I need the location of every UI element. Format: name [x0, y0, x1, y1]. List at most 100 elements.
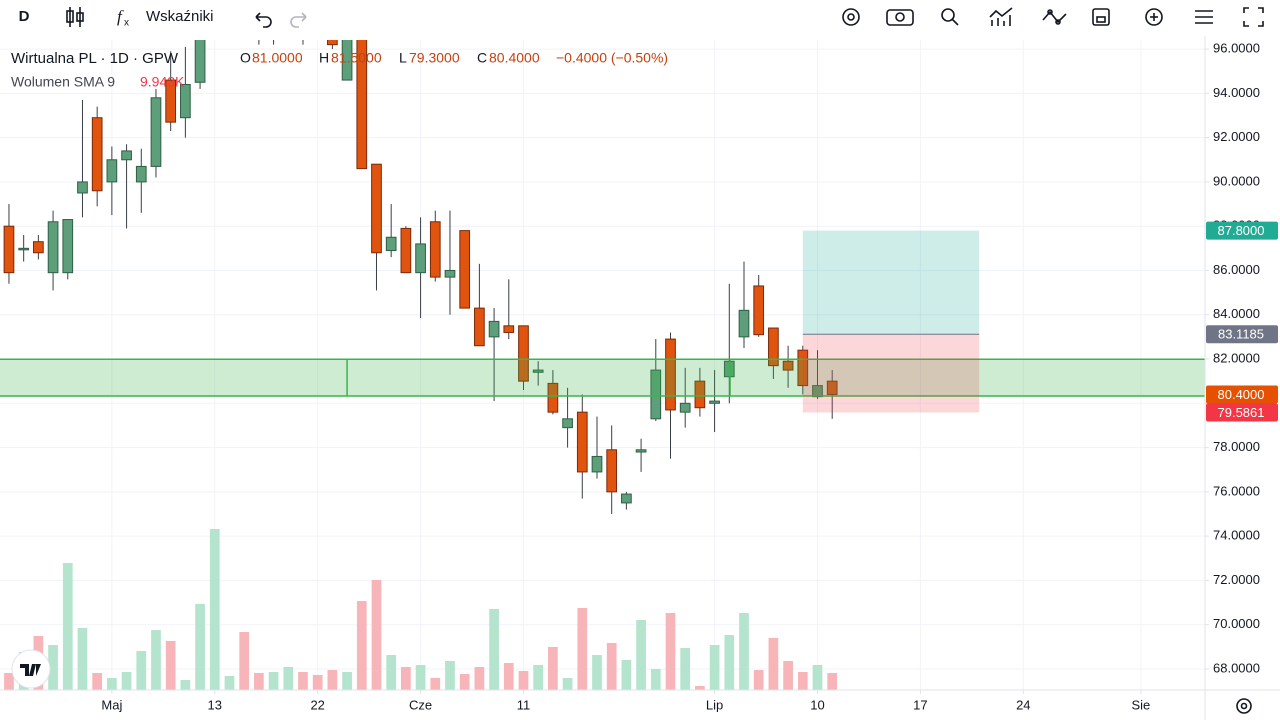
candle-body: [738, 309, 750, 338]
candle-body: [679, 402, 691, 413]
volume-bar: [680, 648, 691, 690]
candle-body: [18, 247, 30, 251]
candle-body: [665, 338, 676, 411]
volume-bar: [312, 675, 323, 690]
volume-bar: [298, 672, 308, 690]
fullscreen-button[interactable]: [1243, 7, 1264, 27]
save-button[interactable]: [1092, 8, 1110, 26]
object-tree-button[interactable]: [1195, 10, 1213, 24]
candle-body: [562, 418, 573, 429]
candle-body: [782, 360, 794, 371]
y-tick-label: 76.0000: [1213, 483, 1260, 498]
indicators-button[interactable]: Wskaźniki: [146, 8, 214, 25]
ohlc-key: O: [240, 50, 251, 66]
volume-bar: [136, 651, 147, 690]
settings-button[interactable]: [842, 8, 860, 26]
volume-bar: [606, 643, 617, 690]
indicators-icon[interactable]: f: [117, 7, 124, 26]
candle-body: [576, 411, 588, 473]
volume-bar: [327, 670, 338, 690]
search-button[interactable]: [941, 8, 959, 26]
candle-body: [621, 493, 632, 504]
interval-button[interactable]: D: [19, 8, 30, 25]
candle-body: [356, 40, 368, 170]
candle-body: [91, 117, 103, 192]
position-stop: [802, 334, 980, 413]
volume-bar: [239, 632, 250, 690]
candle-body: [547, 382, 559, 413]
axis-settings-button[interactable]: [1236, 698, 1252, 714]
candle-body: [518, 325, 529, 382]
volume-bar: [268, 672, 279, 690]
compare-button[interactable]: [989, 7, 1013, 26]
candle-body: [532, 369, 544, 373]
candle-body: [47, 221, 59, 274]
indicators-icon[interactable]: x: [124, 18, 129, 29]
redo-button[interactable]: [290, 12, 307, 28]
volume-bar: [665, 613, 676, 690]
candle-body: [400, 227, 412, 274]
patterns-button[interactable]: [1042, 9, 1067, 25]
volume-bar: [489, 609, 499, 690]
volume-bar: [797, 672, 808, 690]
candle-body: [194, 40, 206, 83]
candle-body: [165, 79, 177, 123]
x-tick-label: Cze: [409, 697, 432, 712]
support-zone: [0, 359, 1205, 396]
volume-bar: [695, 686, 705, 690]
y-tick-label: 82.0000: [1213, 350, 1260, 365]
price-badge: [1206, 403, 1278, 422]
alert-button[interactable]: [1145, 8, 1163, 26]
x-tick-label: 17: [913, 697, 927, 712]
candle-body: [474, 307, 485, 347]
y-tick-label: 86.0000: [1213, 262, 1260, 277]
ohlc-value: 80.4000: [489, 50, 540, 66]
volume-bar: [209, 529, 220, 690]
candle-body: [180, 83, 191, 119]
price-badge-label: 80.4000: [1218, 387, 1265, 402]
y-tick-label: 92.0000: [1213, 129, 1260, 144]
volume-bar: [518, 671, 529, 690]
volume-bar: [739, 613, 749, 690]
candle-body: [444, 269, 456, 278]
x-tick-label: Sie: [1132, 697, 1151, 712]
volume-bar: [195, 604, 205, 690]
chart-type-button[interactable]: [66, 7, 84, 27]
candle-body: [135, 165, 147, 183]
y-tick-label: 70.0000: [1213, 616, 1260, 631]
ohlc-key: L: [399, 50, 407, 66]
volume-bar: [401, 667, 411, 690]
volume-bar: [650, 669, 661, 690]
ohlc-value: 81.5000: [331, 50, 382, 66]
y-tick-label: 90.0000: [1213, 173, 1260, 188]
plot-area: [0, 40, 1205, 690]
candle-body: [341, 40, 353, 81]
candle-body: [429, 221, 441, 278]
x-tick-label: 22: [310, 697, 324, 712]
candle-body: [768, 327, 779, 367]
candle-body: [503, 325, 515, 333]
candle-body: [488, 320, 500, 338]
volume-bar: [753, 670, 764, 690]
volume-bar: [636, 620, 646, 690]
price-badge: [1206, 221, 1278, 240]
ohlc-key: H: [319, 50, 329, 66]
volume-bar: [107, 678, 117, 690]
volume-bar: [151, 630, 161, 690]
snapshot-button[interactable]: [886, 9, 914, 26]
candle-body: [106, 159, 118, 183]
volume-bar: [180, 680, 191, 690]
candle-body: [459, 230, 471, 309]
x-tick-label: 10: [810, 697, 824, 712]
logo[interactable]: [11, 649, 51, 689]
toolbar: [0, 0, 1280, 36]
candle-body: [753, 285, 765, 336]
y-tick-label: 84.0000: [1213, 306, 1260, 321]
volume-bar: [48, 645, 58, 690]
candle-body: [606, 449, 618, 493]
volume-bar: [254, 673, 264, 690]
candle-body: [327, 40, 338, 46]
undo-button[interactable]: [255, 12, 272, 28]
